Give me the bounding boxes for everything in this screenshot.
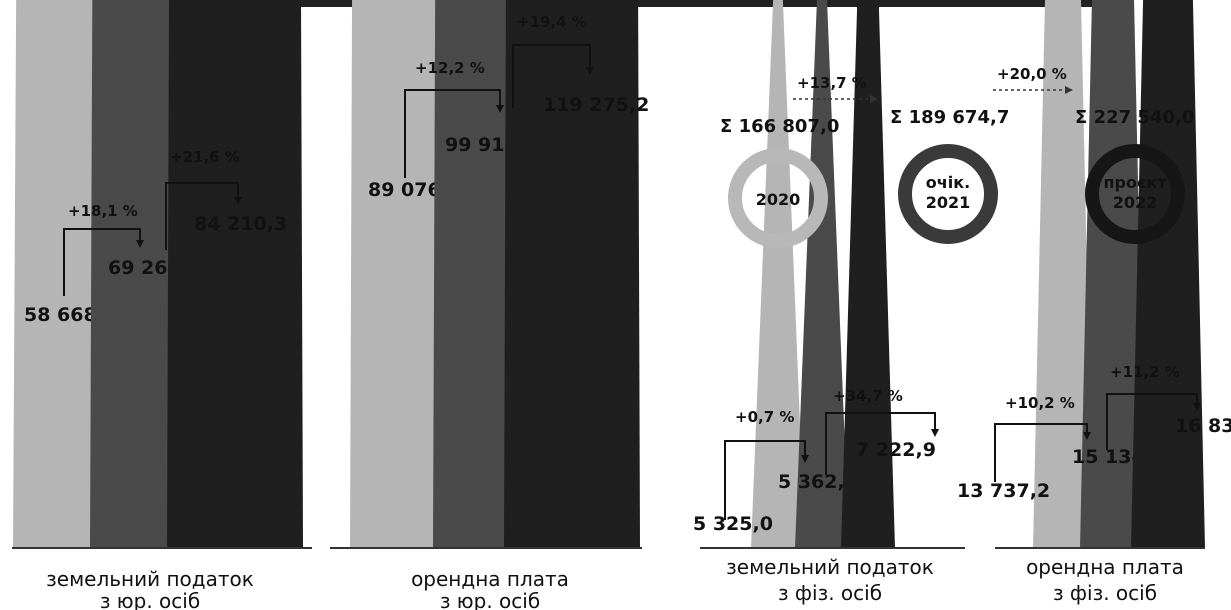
category-label: з юр. осіб [100,589,200,610]
category-label: з фіз. осіб [778,581,882,605]
total-2020: Σ 166 807,0 2020 [720,116,839,248]
total-sum-2021: Σ 189 674,7 [890,107,1009,128]
triangle-bar [350,0,460,548]
value-label: 5 362,0 [778,471,858,493]
growth-label: +0,7 % [735,408,794,426]
category-label: земельний податок [46,567,254,591]
growth-arrow [512,44,591,108]
ring-label-2020: 2020 [756,190,801,209]
ring-2020 [728,148,828,248]
growth-label: +10,2 % [1005,394,1075,412]
chart-panel: 5 325,05 362,0 7 222,9 земельний податокз … [693,0,965,605]
total-2021: Σ 189 674,7 очік. 2021 [890,107,1009,244]
growth-label: +11,2 % [1110,363,1180,381]
ring-label-2022-line2: 2022 [1113,193,1158,212]
category-label: орендна плата [1026,555,1184,579]
growth-label: +18,1 % [68,202,138,220]
value-label: 13 737,2 [957,480,1050,502]
growth-arrowhead [586,67,594,75]
category-label: орендна плата [411,567,569,591]
category-label: з юр. осіб [440,589,540,610]
growth-label: +12,2 % [415,59,485,77]
growth-arrow [994,423,1088,482]
triangle-bar [841,0,895,548]
growth-arrow [724,440,806,520]
totals-growth-1: +13,7 % [793,74,878,103]
totals-growth-arrowhead [870,95,878,103]
ring-label-2022-line1: проєкт [1103,173,1167,192]
totals-growth-label: +13,7 % [797,74,867,92]
value-label: 119 275,2 [543,94,649,116]
value-label: 5 325,0 [693,513,773,535]
category-label: земельний податок [726,555,934,579]
triangle-bar [1131,0,1205,548]
totals-growth-label: +20,0 % [997,65,1067,83]
ring-label-2021-line1: очік. [926,173,970,192]
value-label: 16 831,6 [1175,415,1231,437]
growth-arrowhead [234,197,242,205]
growth-arrow [63,228,141,296]
totals-growth-2: +20,0 % [993,65,1073,94]
growth-arrow [404,89,501,178]
value-label: 84 210,3 [194,213,287,235]
growth-arrowhead [136,240,144,248]
growth-arrow [165,182,239,250]
triangle-bar [504,0,640,548]
totals-growth-arrowhead [1065,86,1073,94]
growth-arrowhead [931,429,939,437]
ring-2022 [1085,144,1185,244]
growth-arrowhead [1193,403,1201,411]
growth-arrowhead [1083,432,1091,440]
ring-label-2021-line2: 2021 [926,193,971,212]
triangle-bar [1033,0,1093,548]
triangle-bar [795,0,849,548]
growth-arrowhead [801,455,809,463]
total-2022: Σ 227 540,0 проєкт 2022 [1075,107,1194,244]
total-sum-2022: Σ 227 540,0 [1075,107,1194,128]
growth-label: +21,6 % [170,148,240,166]
growth-label: +34,7 % [833,387,903,405]
total-sum-2020: Σ 166 807,0 [720,116,839,137]
growth-label: +19,4 % [517,13,587,31]
value-label: 7 222,9 [856,439,936,461]
triangle-bar [167,0,303,548]
totals-summary: Σ 166 807,0 2020 Σ 189 674,7 очік. 2021 … [720,65,1194,248]
category-label: з фіз. осіб [1053,581,1157,605]
growth-arrow [825,412,936,475]
growth-arrow [1106,393,1198,450]
triangle-bar [751,0,805,548]
ring-2021 [898,144,998,244]
growth-arrowhead [496,105,504,113]
triangle-bar [1080,0,1146,548]
